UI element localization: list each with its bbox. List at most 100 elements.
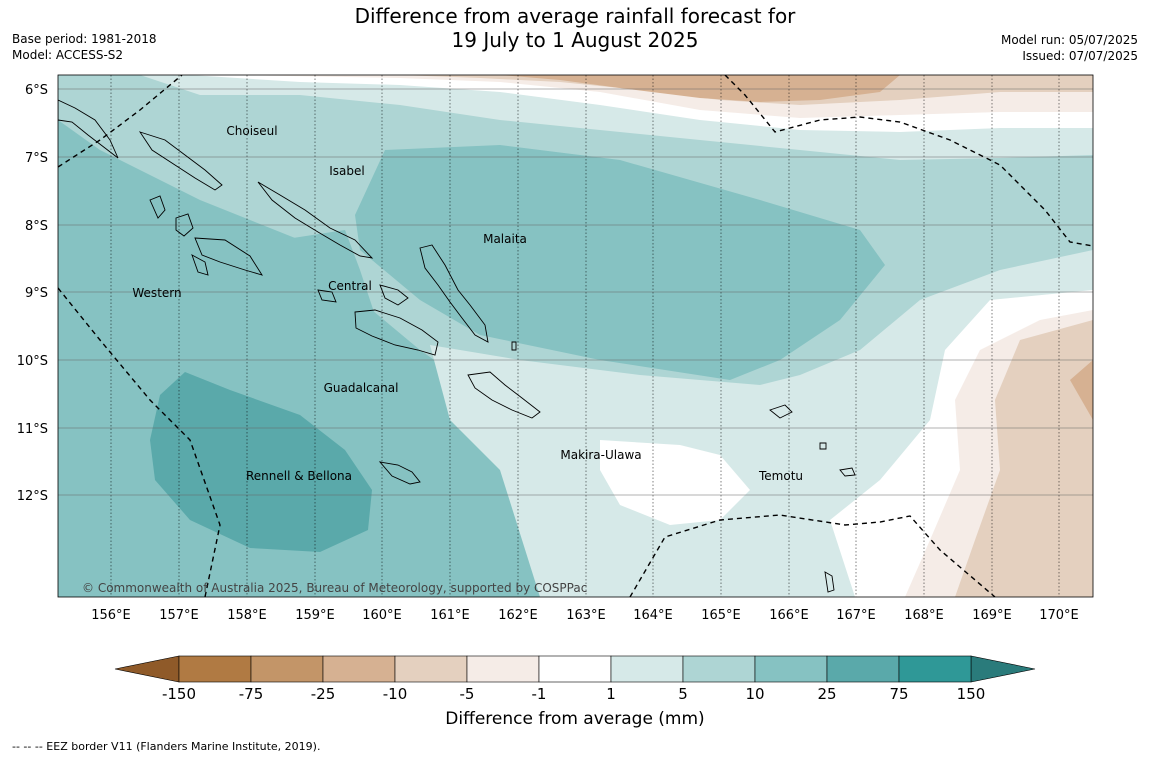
colorbar-cell [322,655,396,683]
copyright-text: © Commonwealth of Australia 2025, Bureau… [82,581,587,595]
lat-label: 10°S [17,354,48,369]
region-labels: Choiseul Isabel Malaita Western Central … [132,124,803,483]
shade-dry-10-25-east [1070,360,1093,420]
lat-label: 9°S [25,286,48,301]
colorbar-cell [250,655,324,683]
colorbar-extend-high [970,655,1036,683]
colorbar-tick-label: 5 [678,685,688,700]
island-vella-lavella [149,195,166,219]
region-label-rennell-bellona: Rennell & Bellona [246,469,352,483]
shade-dry-5-10-east [955,320,1093,597]
lon-label: 166°E [769,608,809,623]
shade-10-25-central [355,145,885,380]
colorbar-cell [898,655,972,683]
colorbar-cell [394,655,468,683]
issued-date: Issued: 07/07/2025 [1022,49,1138,63]
lon-label: 169°E [972,608,1012,623]
graticule-lines [110,75,1060,597]
region-label-temotu: Temotu [758,469,803,483]
eez-border-note: -- -- -- EEZ border V11 (Flanders Marine… [12,740,321,753]
colorbar-cell [178,655,252,683]
lon-label: 164°E [633,608,673,623]
island-makira [467,371,541,419]
island-temotu-small [819,442,827,450]
lon-label: 170°E [1039,608,1079,623]
island-santa-cruz [769,404,793,419]
model-run: Model run: 05/07/2025 [1000,33,1138,47]
colorbar-cell [466,655,540,683]
island-choiseul [138,131,223,191]
lat-label: 11°S [17,422,48,437]
colorbar-extend-low [114,655,180,683]
longitude-labels: 156°E 157°E 158°E 159°E 160°E 161°E 162°… [91,608,1079,623]
lon-label: 158°E [227,608,267,623]
coastlines [58,99,856,593]
island-guadalcanal [354,309,439,356]
lon-label: 159°E [295,608,335,623]
shade-dry-10-25-north [500,75,900,102]
map-title-line-2: 19 July to 1 August 2025 [451,28,699,52]
colorbar-cell [682,655,756,683]
meta-left: Base period: 1981-2018 Model: ACCESS-S2 [12,31,157,63]
map-title-line-1: Difference from average rainfall forecas… [354,4,796,28]
island-isabel [257,181,374,259]
lat-label: 12°S [17,489,48,504]
colorbar-cell [826,655,900,683]
region-label-central: Central [328,279,372,293]
rainfall-shading: © Commonwealth of Australia 2025, Bureau… [58,75,1093,597]
colorbar-tick-label: -25 [311,685,336,700]
lat-label: 8°S [25,219,48,234]
lat-label: 7°S [25,151,48,166]
lon-label: 161°E [430,608,470,623]
region-label-makira-ulawa: Makira-Ulawa [560,448,641,462]
island-florida [379,284,409,306]
colorbar-tick-label: -1 [532,685,547,700]
meta-right: Model run: 05/07/2025 Issued: 07/07/2025 [1001,32,1138,64]
lat-label: 6°S [25,83,48,98]
colorbar-cell [754,655,828,683]
island-rendova [191,254,209,276]
shade-25-75 [150,372,372,552]
island-malaita [419,244,489,343]
latitude-labels: 6°S 7°S 8°S 9°S 10°S 11°S 12°S [17,83,48,504]
island-temotu-south [839,467,856,477]
rainfall-map: © Commonwealth of Australia 2025, Bureau… [17,74,1094,700]
colorbar: -150 -75 -25 -10 -5 -1 1 5 10 25 75 150 [114,655,1036,700]
island-new-georgia [194,237,264,276]
colorbar-tick-label: -5 [460,685,475,700]
island-russell [317,289,337,303]
region-label-guadalcanal: Guadalcanal [324,381,399,395]
shade-neutral-makira [600,440,750,525]
lon-label: 168°E [904,608,944,623]
lon-label: 160°E [362,608,402,623]
colorbar-tick-label: -10 [383,685,408,700]
region-label-malaita: Malaita [483,232,527,246]
colorbar-tick-label: 75 [889,685,908,700]
colorbar-cell [538,655,612,683]
island-bougainville [58,99,119,159]
lon-label: 156°E [91,608,131,623]
eez-border [58,75,1093,597]
region-label-western: Western [132,286,181,300]
lon-label: 163°E [566,608,606,623]
map-frame [57,74,1094,598]
island-kolombangara [175,213,194,237]
model-name: Model: ACCESS-S2 [12,48,124,62]
latitude-lines [58,88,1093,496]
island-rennell [378,461,421,485]
colorbar-title: Difference from average (mm) [445,709,705,729]
island-south-east [824,571,835,593]
colorbar-tick-label: 10 [745,685,764,700]
lon-label: 162°E [498,608,538,623]
lon-label: 165°E [701,608,741,623]
colorbar-tick-label: 25 [817,685,836,700]
lon-label: 167°E [836,608,876,623]
region-label-isabel: Isabel [329,164,364,178]
colorbar-tick-label: 150 [957,685,986,700]
map-title: Difference from average rainfall forecas… [0,4,1150,52]
colorbar-tick-label: 1 [606,685,616,700]
region-label-choiseul: Choiseul [226,124,277,138]
colorbar-tick-label: -75 [239,685,264,700]
colorbar-cell [610,655,684,683]
base-period: Base period: 1981-2018 [12,32,157,46]
